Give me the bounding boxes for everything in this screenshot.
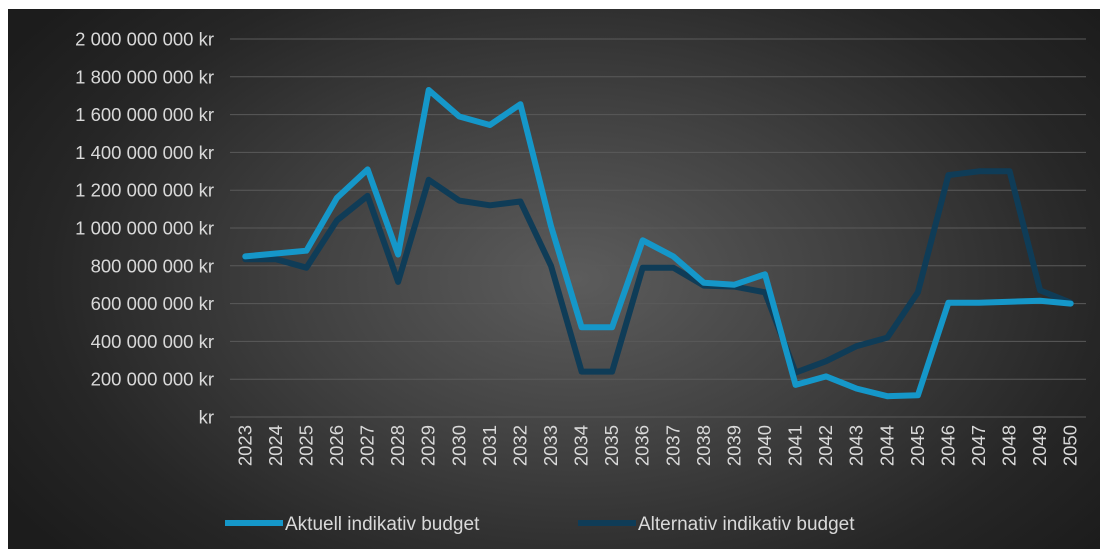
y-tick-label: 1 000 000 000 kr: [75, 218, 214, 239]
y-tick-label: 1 600 000 000 kr: [75, 104, 214, 125]
series-line-1: [242, 87, 1074, 400]
y-axis-tick-labels: kr 200 000 000 kr 400 000 000 kr 600 000 00…: [75, 29, 214, 428]
x-tick-label: 2044: [876, 425, 897, 466]
gridlines: [230, 38, 1086, 418]
x-tick-label: 2040: [754, 425, 775, 466]
x-tick-label: 2023: [234, 425, 255, 466]
x-tick-label: 2035: [601, 425, 622, 466]
x-tick-label: 2027: [357, 425, 378, 466]
x-tick-label: 2039: [723, 425, 744, 466]
y-tick-label: 200 000 000 kr: [91, 369, 214, 390]
y-tick-label: 1 200 000 000 kr: [75, 180, 214, 201]
x-tick-label: 2049: [1029, 425, 1050, 466]
x-tick-label: 2047: [968, 425, 989, 466]
legend: Aktuell indikativ budget Alternativ indik…: [225, 514, 855, 535]
x-tick-label: 2038: [693, 425, 714, 466]
y-tick-label: 2 000 000 000 kr: [75, 29, 214, 50]
x-tick-label: 2037: [662, 425, 683, 466]
x-tick-label: 2046: [937, 425, 958, 466]
y-tick-label: 1 400 000 000 kr: [75, 142, 214, 163]
y-tick-label: 600 000 000 kr: [91, 293, 214, 314]
x-tick-label: 2036: [632, 425, 653, 466]
x-tick-label: 2031: [479, 425, 500, 466]
x-tick-label: 2034: [571, 425, 592, 466]
x-tick-label: 2050: [1060, 425, 1081, 466]
x-tick-label: 2048: [999, 425, 1020, 466]
x-tick-label: 2042: [815, 425, 836, 466]
legend-label: Alternativ indikativ budget: [638, 514, 855, 535]
x-tick-label: 2024: [265, 425, 286, 466]
legend-label: Aktuell indikativ budget: [285, 514, 480, 535]
y-tick-label: 400 000 000 kr: [91, 331, 214, 352]
x-tick-label: 2045: [907, 425, 928, 466]
x-tick-label: 2025: [295, 425, 316, 466]
y-tick-label: 800 000 000 kr: [91, 255, 214, 276]
x-tick-label: 2041: [785, 425, 806, 466]
series-lines: [242, 87, 1074, 400]
x-tick-label: 2033: [540, 425, 561, 466]
series-line-2: [242, 168, 1074, 376]
y-tick-label: kr: [199, 407, 214, 428]
x-tick-label: 2028: [387, 425, 408, 466]
x-tick-label: 2030: [448, 425, 469, 466]
x-tick-label: 2029: [418, 425, 439, 466]
x-tick-label: 2032: [509, 425, 530, 466]
x-tick-label: 2043: [846, 425, 867, 466]
x-tick-label: 2026: [326, 425, 347, 466]
x-axis-tick-labels: 2023 2024 2025 2026 2027 2028 2029 2030 2031 2032…: [234, 425, 1080, 466]
y-tick-label: 1 800 000 000 kr: [75, 66, 214, 87]
